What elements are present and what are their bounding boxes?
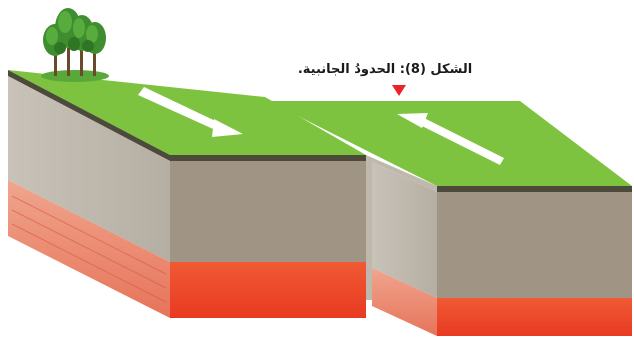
right-plate-crust-side (372, 162, 437, 298)
right-plate-mantle-side (372, 268, 437, 336)
left-plate-crust-side (8, 76, 170, 262)
left-arrow-head (212, 119, 243, 137)
right-plate-top-edge (437, 186, 632, 192)
left-plate (8, 70, 366, 318)
right-plate-crust-front (437, 192, 632, 298)
right-arrow-head (397, 113, 428, 128)
mantle-texture-left (11, 195, 167, 303)
right-plate (268, 101, 632, 336)
direction-arrow-icon (397, 113, 504, 165)
left-arrow-shaft (138, 87, 226, 133)
triangle-down-icon (392, 85, 406, 96)
left-plate-crust-front (170, 161, 366, 262)
direction-arrow-icon (138, 87, 243, 137)
left-plate-mantle-front (170, 262, 366, 318)
right-arrow-shaft (418, 117, 504, 165)
right-plate-mantle-front (437, 298, 632, 336)
right-plate-top (268, 101, 632, 186)
tree-cluster-icon (41, 8, 109, 82)
figure-caption: الشكل (8): الحدودُ الجانبية. (297, 62, 473, 77)
